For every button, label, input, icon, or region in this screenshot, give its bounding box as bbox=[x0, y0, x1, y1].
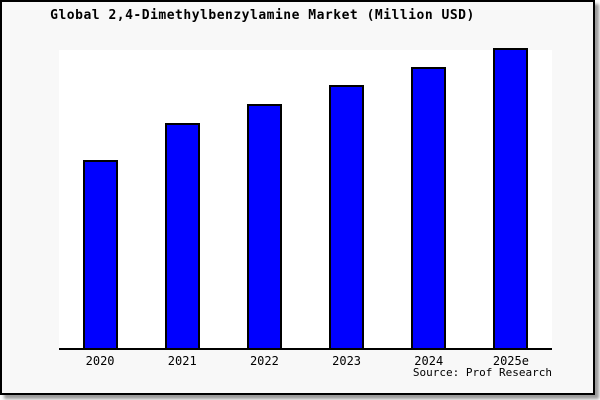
x-axis-label-2023: 2023 bbox=[332, 354, 362, 368]
bar-2025e bbox=[493, 48, 529, 348]
bar-2024 bbox=[411, 67, 447, 348]
x-axis-label-2021: 2021 bbox=[167, 354, 197, 368]
x-axis-label-2020: 2020 bbox=[85, 354, 115, 368]
x-axis-label-2025e: 2025e bbox=[492, 354, 529, 368]
bar-2023 bbox=[329, 85, 365, 348]
x-axis-label-2024: 2024 bbox=[414, 354, 444, 368]
bar-2022 bbox=[246, 104, 282, 348]
bar-2021 bbox=[164, 123, 200, 348]
plot-area bbox=[59, 48, 552, 350]
source-label: Source: Prof Research bbox=[412, 366, 552, 379]
x-axis-label-2022: 2022 bbox=[249, 354, 279, 368]
chart-title: Global 2,4-Dimethylbenzylamine Market (M… bbox=[50, 8, 475, 23]
bar-2020 bbox=[82, 160, 118, 348]
